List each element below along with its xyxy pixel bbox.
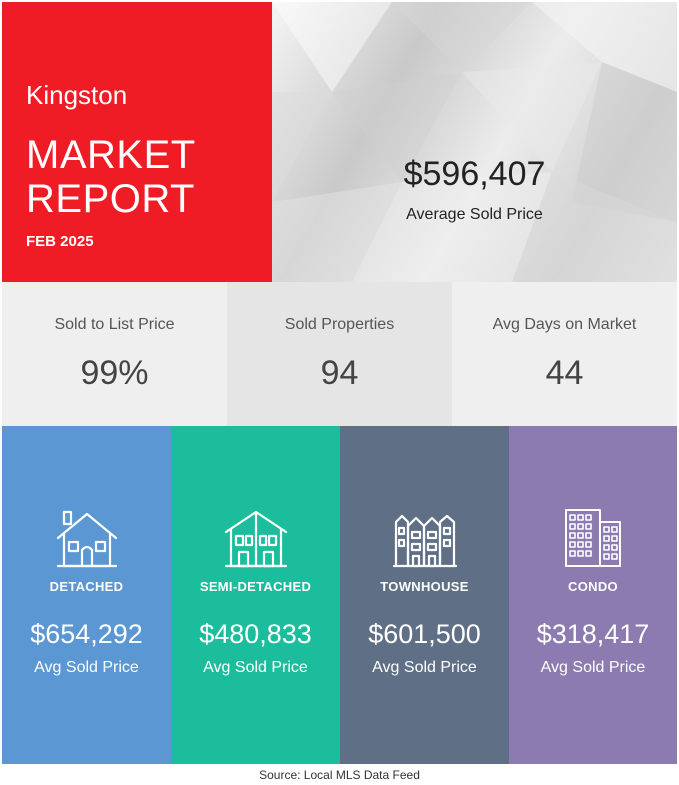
property-type-price-label: Avg Sold Price bbox=[340, 659, 509, 677]
property-type-name: TOWNHOUSE bbox=[340, 579, 509, 594]
detached-house-icon bbox=[54, 506, 120, 572]
stat-value: 44 bbox=[452, 354, 677, 393]
property-type-condo: CONDO $318,417 Avg Sold Price bbox=[509, 426, 677, 764]
report-date: FEB 2025 bbox=[26, 233, 94, 250]
property-type-semi-detached: SEMI-DETACHED $480,833 Avg Sold Price bbox=[171, 426, 340, 764]
header-title-panel: Kingston MARKET REPORT FEB 2025 bbox=[2, 2, 272, 282]
property-type-price: $601,500 bbox=[340, 619, 509, 650]
property-type-price-label: Avg Sold Price bbox=[509, 659, 677, 677]
property-type-detached: DETACHED $654,292 Avg Sold Price bbox=[2, 426, 171, 764]
property-type-name: SEMI-DETACHED bbox=[171, 579, 340, 594]
stat-label: Avg Days on Market bbox=[452, 316, 677, 334]
city-name: Kingston bbox=[26, 80, 127, 111]
data-source-note: Source: Local MLS Data Feed bbox=[0, 768, 679, 782]
average-sold-price-value: $596,407 bbox=[272, 155, 677, 194]
property-type-price-label: Avg Sold Price bbox=[2, 659, 171, 677]
property-type-price: $318,417 bbox=[509, 619, 677, 650]
report-title-line2: REPORT bbox=[26, 179, 195, 219]
property-type-price: $654,292 bbox=[2, 619, 171, 650]
average-sold-price-label: Average Sold Price bbox=[272, 206, 677, 224]
stat-value: 94 bbox=[227, 354, 452, 393]
stat-avg-days-on-market: Avg Days on Market 44 bbox=[452, 282, 677, 426]
stat-sold-properties: Sold Properties 94 bbox=[227, 282, 452, 426]
condo-building-icon bbox=[560, 506, 626, 572]
report-title-line1: MARKET bbox=[26, 135, 196, 175]
semi-detached-house-icon bbox=[223, 506, 289, 572]
property-type-name: CONDO bbox=[509, 579, 677, 594]
stat-label: Sold to List Price bbox=[2, 316, 227, 334]
stat-label: Sold Properties bbox=[227, 316, 452, 334]
stat-sold-to-list: Sold to List Price 99% bbox=[2, 282, 227, 426]
stat-value: 99% bbox=[2, 354, 227, 393]
townhouse-icon bbox=[392, 506, 458, 572]
property-type-name: DETACHED bbox=[2, 579, 171, 594]
property-type-townhouse: TOWNHOUSE $601,500 Avg Sold Price bbox=[340, 426, 509, 764]
property-type-price: $480,833 bbox=[171, 619, 340, 650]
property-type-price-label: Avg Sold Price bbox=[171, 659, 340, 677]
average-price-panel: $596,407 Average Sold Price bbox=[272, 2, 677, 282]
polygon-background bbox=[272, 2, 677, 282]
